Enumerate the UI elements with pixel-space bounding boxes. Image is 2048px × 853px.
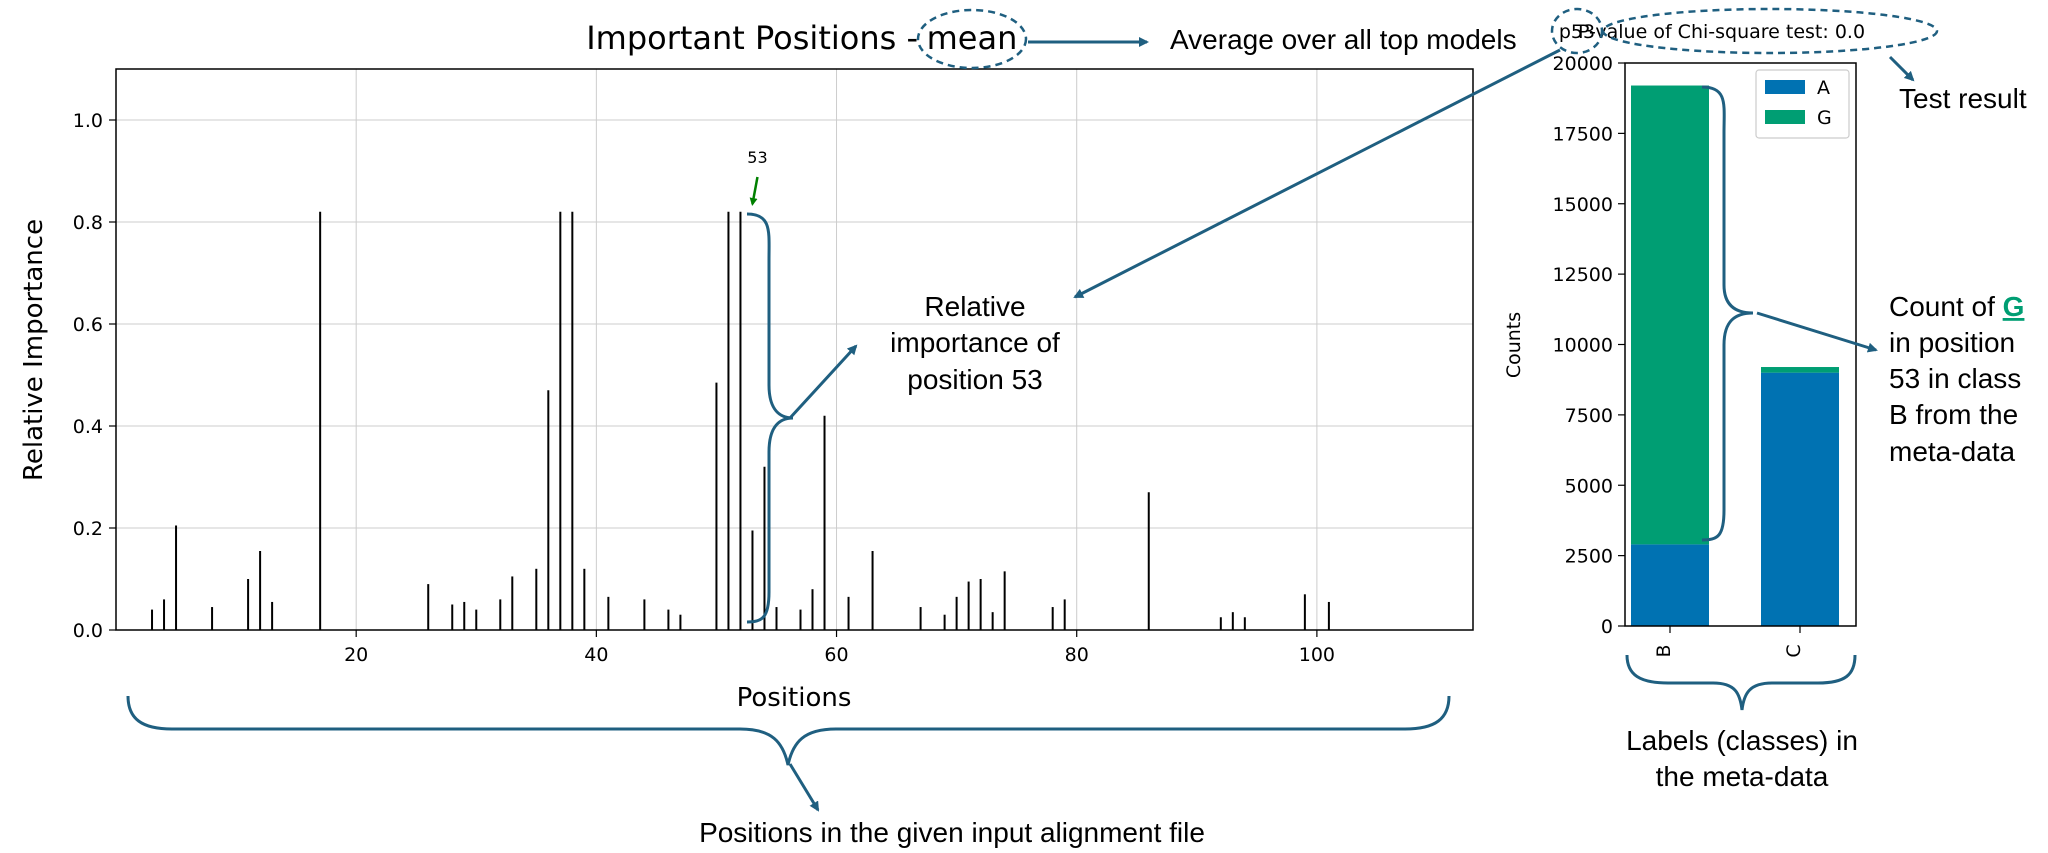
counts-y-axis-ticks: 0 2500 5000 7500 10000 12500 15000 17500 20000 <box>1553 53 1625 638</box>
count-note-line-1: Count of G <box>1889 291 2024 322</box>
highlight-position-label: 53 <box>747 148 767 167</box>
chart-title-aggregation: mean <box>927 19 1018 57</box>
count-bar-B-A <box>1631 544 1709 626</box>
classes-brace <box>1625 654 1857 711</box>
relative-importance-arrow <box>788 344 858 420</box>
position-link-arrow <box>1073 48 1561 299</box>
counts-y-tick-label: 0 <box>1601 616 1613 638</box>
plot-frame <box>115 68 1474 631</box>
x-tick-label: 100 <box>1299 644 1335 666</box>
relative-importance-brace <box>746 212 794 624</box>
importance-chart: 20 40 60 80 100 0.0 0.2 0.4 0.6 0.8 1.0 Important… <box>19 19 1474 713</box>
counts-y-tick-label: 10000 <box>1553 335 1613 357</box>
highlight-position-arrow <box>749 176 759 206</box>
positions-note-text: Positions in the given input alignment f… <box>699 817 1205 848</box>
count-note-line-5: meta-data <box>1889 436 2015 467</box>
count-note-prefix: Count of <box>1889 291 2003 322</box>
relative-importance-line-1: Relative <box>924 291 1025 322</box>
count-bar-C-A <box>1761 372 1839 626</box>
legend-label-G: G <box>1817 107 1832 129</box>
positions-note-arrow <box>788 763 820 812</box>
count-note-arrow <box>1756 311 1878 353</box>
legend-swatch-A <box>1765 80 1805 94</box>
x-axis-ticks: 20 40 60 80 100 <box>344 630 1335 666</box>
count-bar-C-G <box>1761 367 1839 373</box>
counts-y-tick-label: 5000 <box>1565 475 1613 497</box>
x-tick-label: 20 <box>344 644 368 666</box>
positions-brace <box>126 695 1451 766</box>
test-result-arrow <box>1888 55 1915 82</box>
labels-note-line-2: the meta-data <box>1656 761 1829 792</box>
counts-y-tick-label: 7500 <box>1565 405 1613 427</box>
x-tick-label: 80 <box>1065 644 1089 666</box>
aggregation-highlight-ellipse <box>916 8 1028 70</box>
title-note-text: Average over all top models <box>1170 24 1517 55</box>
count-bar-B-G <box>1631 85 1709 545</box>
legend-swatch-G <box>1765 110 1805 124</box>
annotation-labels: Average over all top models Test result … <box>699 24 2027 848</box>
importance-bars <box>151 211 1330 630</box>
test-result-text: Test result <box>1899 83 2027 114</box>
y-tick-label: 0.0 <box>73 620 103 642</box>
relative-importance-line-3: position 53 <box>907 364 1042 395</box>
labels-note-line-1: Labels (classes) in <box>1626 725 1858 756</box>
annotations <box>126 7 1939 812</box>
counts-y-tick-label: 20000 <box>1553 53 1613 75</box>
count-note-line-4: B from the <box>1889 399 2018 430</box>
x-axis-label: Positions <box>737 683 852 713</box>
count-note-line-3: 53 in class <box>1889 363 2021 394</box>
count-note-letter: G <box>2003 291 2025 322</box>
counts-y-tick-label: 2500 <box>1565 546 1613 568</box>
x-tick-label: 60 <box>824 644 848 666</box>
counts-y-tick-label: 17500 <box>1553 123 1613 145</box>
legend: AG <box>1755 69 1850 139</box>
stacked-count-bars <box>1631 85 1839 626</box>
counts-x-tick-label: C <box>1783 644 1805 657</box>
counts-title-tag: p53 <box>1559 21 1595 43</box>
chart-title-prefix: Important Positions - <box>586 19 918 57</box>
y-axis-label: Relative Importance <box>19 219 49 481</box>
counts-y-tick-label: 12500 <box>1553 264 1613 286</box>
y-tick-label: 0.6 <box>73 314 103 336</box>
y-tick-label: 1.0 <box>73 110 103 132</box>
count-brace <box>1701 85 1754 542</box>
y-axis-ticks: 0.0 0.2 0.4 0.6 0.8 1.0 <box>73 110 116 642</box>
counts-y-tick-label: 15000 <box>1553 194 1613 216</box>
count-note-line-2: in position <box>1889 327 2015 358</box>
legend-label-A: A <box>1817 77 1830 99</box>
y-tick-label: 0.2 <box>73 518 103 540</box>
y-tick-label: 0.4 <box>73 416 103 438</box>
test-result-ellipse <box>1601 7 1939 55</box>
counts-chart: 0 2500 5000 7500 10000 12500 15000 17500 20000 B… <box>1503 21 1865 658</box>
y-tick-label: 0.8 <box>73 212 103 234</box>
counts-y-axis-label: Counts <box>1503 312 1525 378</box>
relative-importance-line-2: importance of <box>890 327 1060 358</box>
counts-x-tick-label: B <box>1653 644 1675 657</box>
x-tick-label: 40 <box>584 644 608 666</box>
counts-chart-title: P-value of Chi-square test: 0.0 <box>1578 21 1865 43</box>
